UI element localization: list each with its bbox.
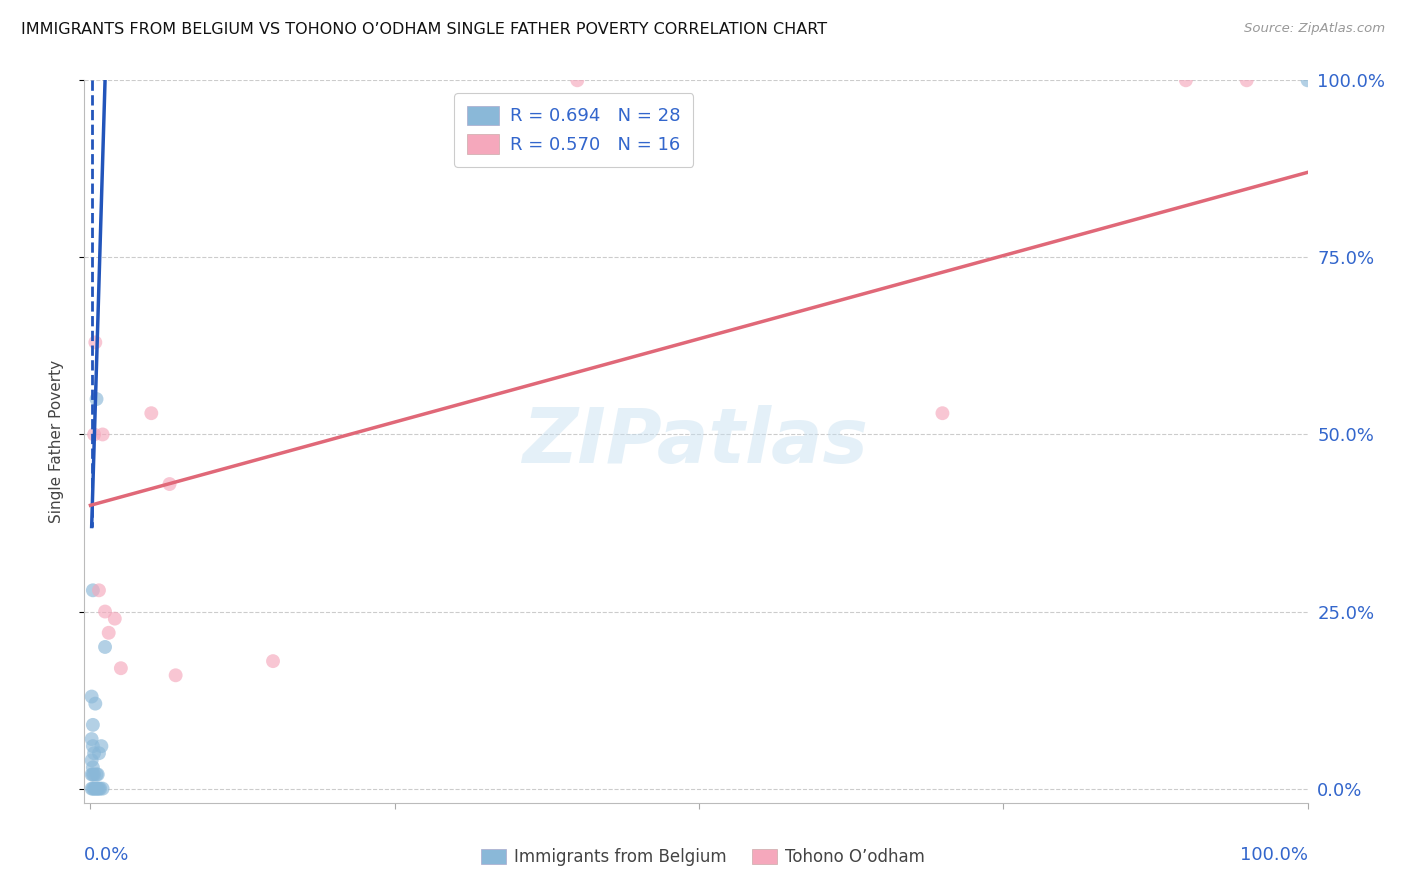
Point — [97, 625, 120, 640]
Point — [86, 781, 108, 796]
Point — [82, 739, 104, 753]
Point — [82, 760, 104, 774]
Point — [110, 661, 132, 675]
Text: 0.0%: 0.0% — [84, 847, 129, 864]
Point — [141, 406, 163, 420]
Point — [84, 335, 107, 350]
Point — [87, 746, 110, 760]
Point — [87, 767, 110, 781]
Point — [104, 612, 127, 626]
Point — [80, 781, 103, 796]
Text: Source: ZipAtlas.com: Source: ZipAtlas.com — [1244, 22, 1385, 36]
Point — [82, 767, 104, 781]
Point — [80, 732, 103, 747]
Point — [94, 605, 117, 619]
Y-axis label: Single Father Poverty: Single Father Poverty — [49, 360, 63, 523]
Point — [84, 697, 107, 711]
Text: 100.0%: 100.0% — [1240, 847, 1308, 864]
Point — [82, 583, 104, 598]
Point — [90, 739, 112, 753]
Point — [83, 427, 105, 442]
Point — [87, 781, 110, 796]
Point — [1174, 73, 1197, 87]
Point — [165, 668, 187, 682]
Point — [91, 427, 114, 442]
Point — [86, 392, 108, 406]
Text: IMMIGRANTS FROM BELGIUM VS TOHONO O’ODHAM SINGLE FATHER POVERTY CORRELATION CHAR: IMMIGRANTS FROM BELGIUM VS TOHONO O’ODHA… — [21, 22, 827, 37]
Point — [931, 406, 953, 420]
Legend: R = 0.694   N = 28, R = 0.570   N = 16: R = 0.694 N = 28, R = 0.570 N = 16 — [454, 93, 693, 167]
Point — [83, 781, 105, 796]
Point — [91, 781, 114, 796]
Point — [159, 477, 181, 491]
Point — [89, 781, 111, 796]
Point — [82, 781, 104, 796]
Text: ZIPatlas: ZIPatlas — [523, 405, 869, 478]
Point — [80, 753, 103, 767]
Point — [567, 73, 589, 87]
Point — [84, 781, 107, 796]
Point — [80, 690, 103, 704]
Point — [80, 767, 103, 781]
Point — [83, 746, 105, 760]
Point — [86, 767, 108, 781]
Point — [1296, 73, 1319, 87]
Point — [87, 583, 110, 598]
Point — [82, 718, 104, 732]
Point — [94, 640, 117, 654]
Point — [1236, 73, 1258, 87]
Point — [262, 654, 284, 668]
Legend: Immigrants from Belgium, Tohono O’odham: Immigrants from Belgium, Tohono O’odham — [472, 840, 934, 875]
Point — [87, 781, 110, 796]
Point — [83, 767, 105, 781]
